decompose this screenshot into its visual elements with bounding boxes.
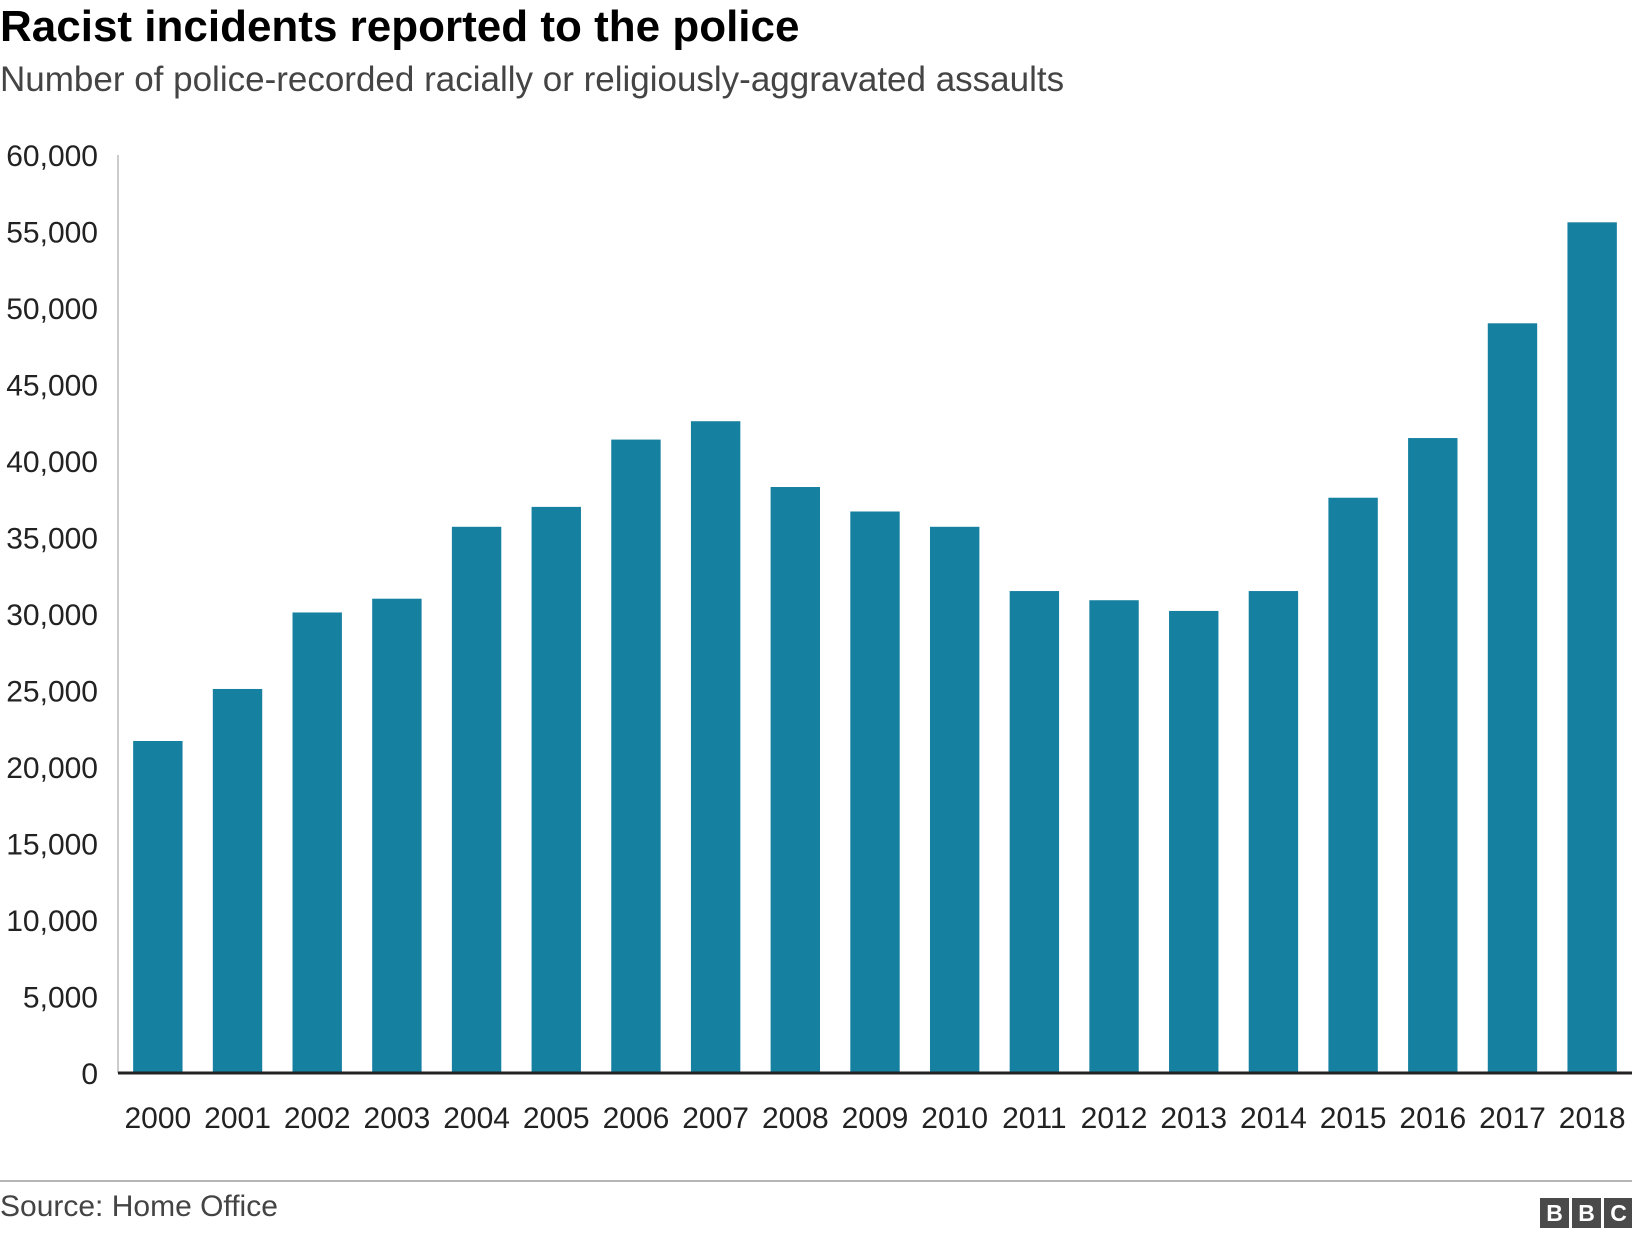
y-tick-label: 30,000 bbox=[6, 599, 98, 632]
bar bbox=[1408, 438, 1458, 1073]
x-tick-label: 2014 bbox=[1240, 1102, 1307, 1135]
x-tick-label: 2003 bbox=[364, 1102, 431, 1135]
bar bbox=[770, 487, 821, 1073]
bar bbox=[850, 511, 900, 1073]
x-tick-label: 2018 bbox=[1559, 1102, 1626, 1135]
y-tick-label: 10,000 bbox=[6, 905, 98, 938]
x-tick-label: 2005 bbox=[523, 1102, 590, 1135]
source-note: Source: Home Office bbox=[0, 1190, 278, 1223]
y-tick-label: 15,000 bbox=[6, 829, 98, 862]
y-tick-label: 5,000 bbox=[23, 982, 98, 1015]
logo-letter: B bbox=[1540, 1198, 1569, 1228]
x-tick-label: 2010 bbox=[921, 1102, 988, 1135]
x-tick-label: 2017 bbox=[1479, 1102, 1546, 1135]
bar bbox=[1169, 610, 1219, 1073]
x-tick-label: 2012 bbox=[1081, 1102, 1148, 1135]
x-tick-label: 2007 bbox=[682, 1102, 749, 1135]
x-tick-label: 2016 bbox=[1399, 1102, 1466, 1135]
bbc-logo: B B C bbox=[1540, 1198, 1632, 1228]
bar bbox=[611, 439, 661, 1074]
chart-title: Racist incidents reported to the police bbox=[0, 2, 800, 51]
x-tick-label: 2002 bbox=[284, 1102, 351, 1135]
y-tick-label: 0 bbox=[81, 1058, 98, 1091]
y-tick-label: 50,000 bbox=[6, 293, 98, 326]
x-tick-label: 2011 bbox=[1002, 1102, 1067, 1135]
x-tick-label: 2015 bbox=[1320, 1102, 1387, 1135]
bar bbox=[372, 598, 422, 1073]
x-tick-label: 2013 bbox=[1160, 1102, 1227, 1135]
y-tick-label: 60,000 bbox=[6, 140, 98, 173]
bar bbox=[212, 688, 263, 1073]
y-tick-label: 45,000 bbox=[6, 370, 98, 403]
x-tick-label: 2008 bbox=[762, 1102, 829, 1135]
y-tick-label: 25,000 bbox=[6, 676, 98, 709]
x-tick-label: 2000 bbox=[124, 1102, 191, 1135]
y-tick-label: 20,000 bbox=[6, 752, 98, 785]
bar bbox=[1328, 497, 1378, 1074]
y-tick-label: 55,000 bbox=[6, 217, 98, 250]
bar bbox=[1089, 600, 1139, 1073]
footer-divider bbox=[0, 1180, 1632, 1182]
bar bbox=[690, 421, 741, 1074]
chart-subtitle: Number of police-recorded racially or re… bbox=[0, 60, 1065, 99]
logo-letter: B bbox=[1572, 1198, 1601, 1228]
bar bbox=[1009, 591, 1060, 1073]
bar bbox=[929, 526, 980, 1073]
logo-letter: C bbox=[1604, 1198, 1632, 1228]
bar bbox=[292, 612, 342, 1073]
bar bbox=[531, 506, 581, 1073]
y-tick-label: 40,000 bbox=[6, 446, 98, 479]
bar bbox=[1487, 323, 1538, 1073]
bar bbox=[133, 740, 183, 1073]
y-tick-label: 35,000 bbox=[6, 523, 98, 556]
x-tick-label: 2001 bbox=[204, 1102, 271, 1135]
x-tick-label: 2004 bbox=[443, 1102, 510, 1135]
x-tick-label: 2009 bbox=[842, 1102, 909, 1135]
bar-chart: 0 5,000 10,000 15,000 20,000 25,000 30,000 35,0… bbox=[6, 140, 1632, 1135]
bar bbox=[1567, 222, 1617, 1073]
x-tick-label: 2006 bbox=[603, 1102, 670, 1135]
bar bbox=[451, 526, 502, 1073]
bar bbox=[1248, 591, 1299, 1073]
